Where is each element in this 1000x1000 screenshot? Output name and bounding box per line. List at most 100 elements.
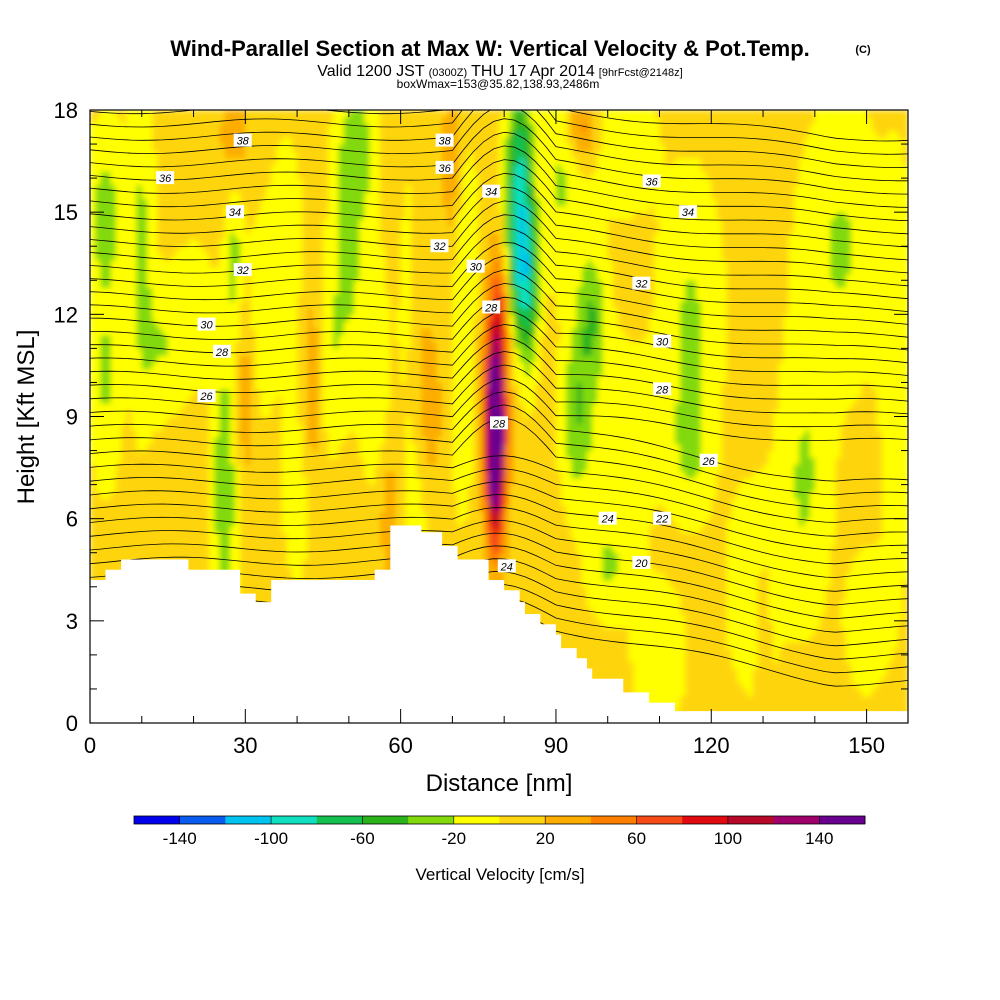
contour-label: 30: [653, 334, 672, 349]
theta-contour-line: [90, 214, 908, 287]
theta-contour-line: [90, 283, 908, 351]
colorbar: -140 -100 -60 -20 20 60 100 140: [133, 815, 866, 848]
contour-label: 28: [213, 344, 231, 359]
contour-label-box: [197, 389, 216, 403]
theta-contour-line: [90, 391, 908, 482]
contour-label-box: [490, 416, 508, 430]
contour-label-box: [642, 174, 661, 188]
theta-contour-line: [90, 241, 908, 312]
contour-label-text: 36: [159, 173, 172, 185]
contour-label: 24: [497, 559, 516, 573]
colorbar-segment: [499, 816, 546, 824]
contour-label-text: 34: [485, 187, 497, 199]
contour-label: 36: [156, 171, 175, 185]
contour-label-text: 28: [492, 418, 506, 430]
colorbar-segment: [636, 816, 683, 824]
colorbar-segment: [773, 816, 820, 824]
x-tick-label: 60: [388, 733, 412, 758]
contour-label: 38: [233, 133, 252, 148]
colorbar-tick-label: 60: [627, 829, 646, 848]
theta-contour-line: [90, 110, 908, 182]
contour-label-text: 32: [237, 265, 249, 277]
contour-label: 28: [490, 416, 508, 430]
contour-label: 28: [653, 382, 672, 396]
contour-label-text: 20: [634, 558, 648, 570]
contour-label-box: [435, 133, 454, 147]
colorbar-tick-label: 140: [805, 829, 833, 848]
contour-label-text: 28: [215, 347, 229, 359]
theta-contour-line: [90, 145, 908, 221]
theta-contour-line: [90, 507, 908, 578]
colorbar-segment: [225, 816, 272, 824]
colorbar-segment: [179, 816, 226, 824]
y-tick-label: 15: [54, 200, 78, 225]
contour-label-text: 28: [484, 303, 498, 315]
contour-label: 26: [699, 453, 718, 468]
contour-label: 26: [197, 389, 216, 403]
y-tick-label: 12: [54, 302, 78, 327]
valid-utc: (0300Z): [429, 67, 468, 79]
contour-label-text: 28: [655, 384, 669, 396]
contour-label-box: [435, 160, 454, 174]
theta-contour-line: [90, 494, 908, 565]
contour-label: 30: [466, 259, 485, 274]
contour-label: 34: [482, 184, 501, 199]
colorbar-segment: [819, 816, 866, 824]
contour-label-box: [466, 259, 485, 273]
theta-contour-line: [90, 404, 908, 496]
contour-label-text: 26: [702, 456, 716, 468]
terrain-mask: [90, 525, 908, 723]
contour-label: 32: [632, 276, 651, 291]
contour-label-box: [632, 276, 651, 290]
x-tick-label: 150: [848, 733, 885, 758]
contour-label: 34: [226, 205, 244, 219]
valid-time: Valid 1200 JST: [317, 63, 425, 80]
chart-title: Wind-Parallel Section at Max W: Vertical…: [170, 36, 810, 61]
y-tick-label: 18: [54, 98, 78, 123]
theta-contour-line: [90, 364, 908, 428]
contour-label-box: [699, 453, 718, 467]
contour-label-text: 22: [655, 514, 668, 526]
theta-contour-line: [90, 351, 908, 415]
valid-date: THU 17 Apr 2014: [471, 63, 595, 80]
contour-label: 30: [197, 317, 216, 332]
y-tick-label: 9: [66, 405, 78, 430]
contour-label-box: [233, 133, 252, 147]
boxwmax-info: boxWmax=153@35.82,138.93,2486m: [397, 77, 600, 91]
theta-contour-line: [90, 545, 908, 620]
y-axis-label: Height [Kft MSL]: [13, 330, 40, 505]
colorbar-segment: [134, 816, 181, 824]
contour-label-text: 34: [682, 207, 694, 219]
theta-contour-line: [90, 110, 908, 155]
contour-label-box: [233, 263, 252, 277]
colorbar-segment: [316, 816, 363, 824]
theta-contour-line: [90, 269, 908, 338]
theta-contour-line: [90, 228, 908, 300]
contour-label: 22: [653, 511, 672, 526]
colorbar-tick-label: -60: [350, 829, 375, 848]
x-axis: 0 30 60 90 120 150: [84, 110, 885, 758]
theta-contour-line: [90, 131, 908, 208]
contour-label-text: 30: [656, 337, 669, 349]
contour-label-text: 38: [237, 136, 250, 148]
copyright-mark: (C): [855, 44, 871, 56]
forecast-info: [9hrFcst@2148z]: [599, 67, 683, 79]
contour-label-box: [482, 184, 501, 198]
contour-label: 32: [233, 263, 252, 277]
y-tick-label: 3: [66, 609, 78, 634]
theta-contour-line: [90, 296, 908, 364]
contour-label-box: [156, 171, 175, 185]
contour-label-box: [653, 334, 672, 348]
theta-contour-line: [90, 532, 908, 606]
colorbar-tick-label: -100: [254, 829, 288, 848]
contour-label-box: [430, 239, 449, 253]
contour-label-text: 38: [438, 136, 451, 148]
x-tick-label: 120: [693, 733, 730, 758]
colorbar-segment: [362, 816, 409, 824]
x-tick-label: 90: [544, 733, 568, 758]
y-tick-label: 6: [66, 507, 78, 532]
contour-label-box: [653, 382, 672, 396]
contour-label-text: 32: [433, 241, 445, 253]
theta-contour-line: [90, 324, 908, 389]
